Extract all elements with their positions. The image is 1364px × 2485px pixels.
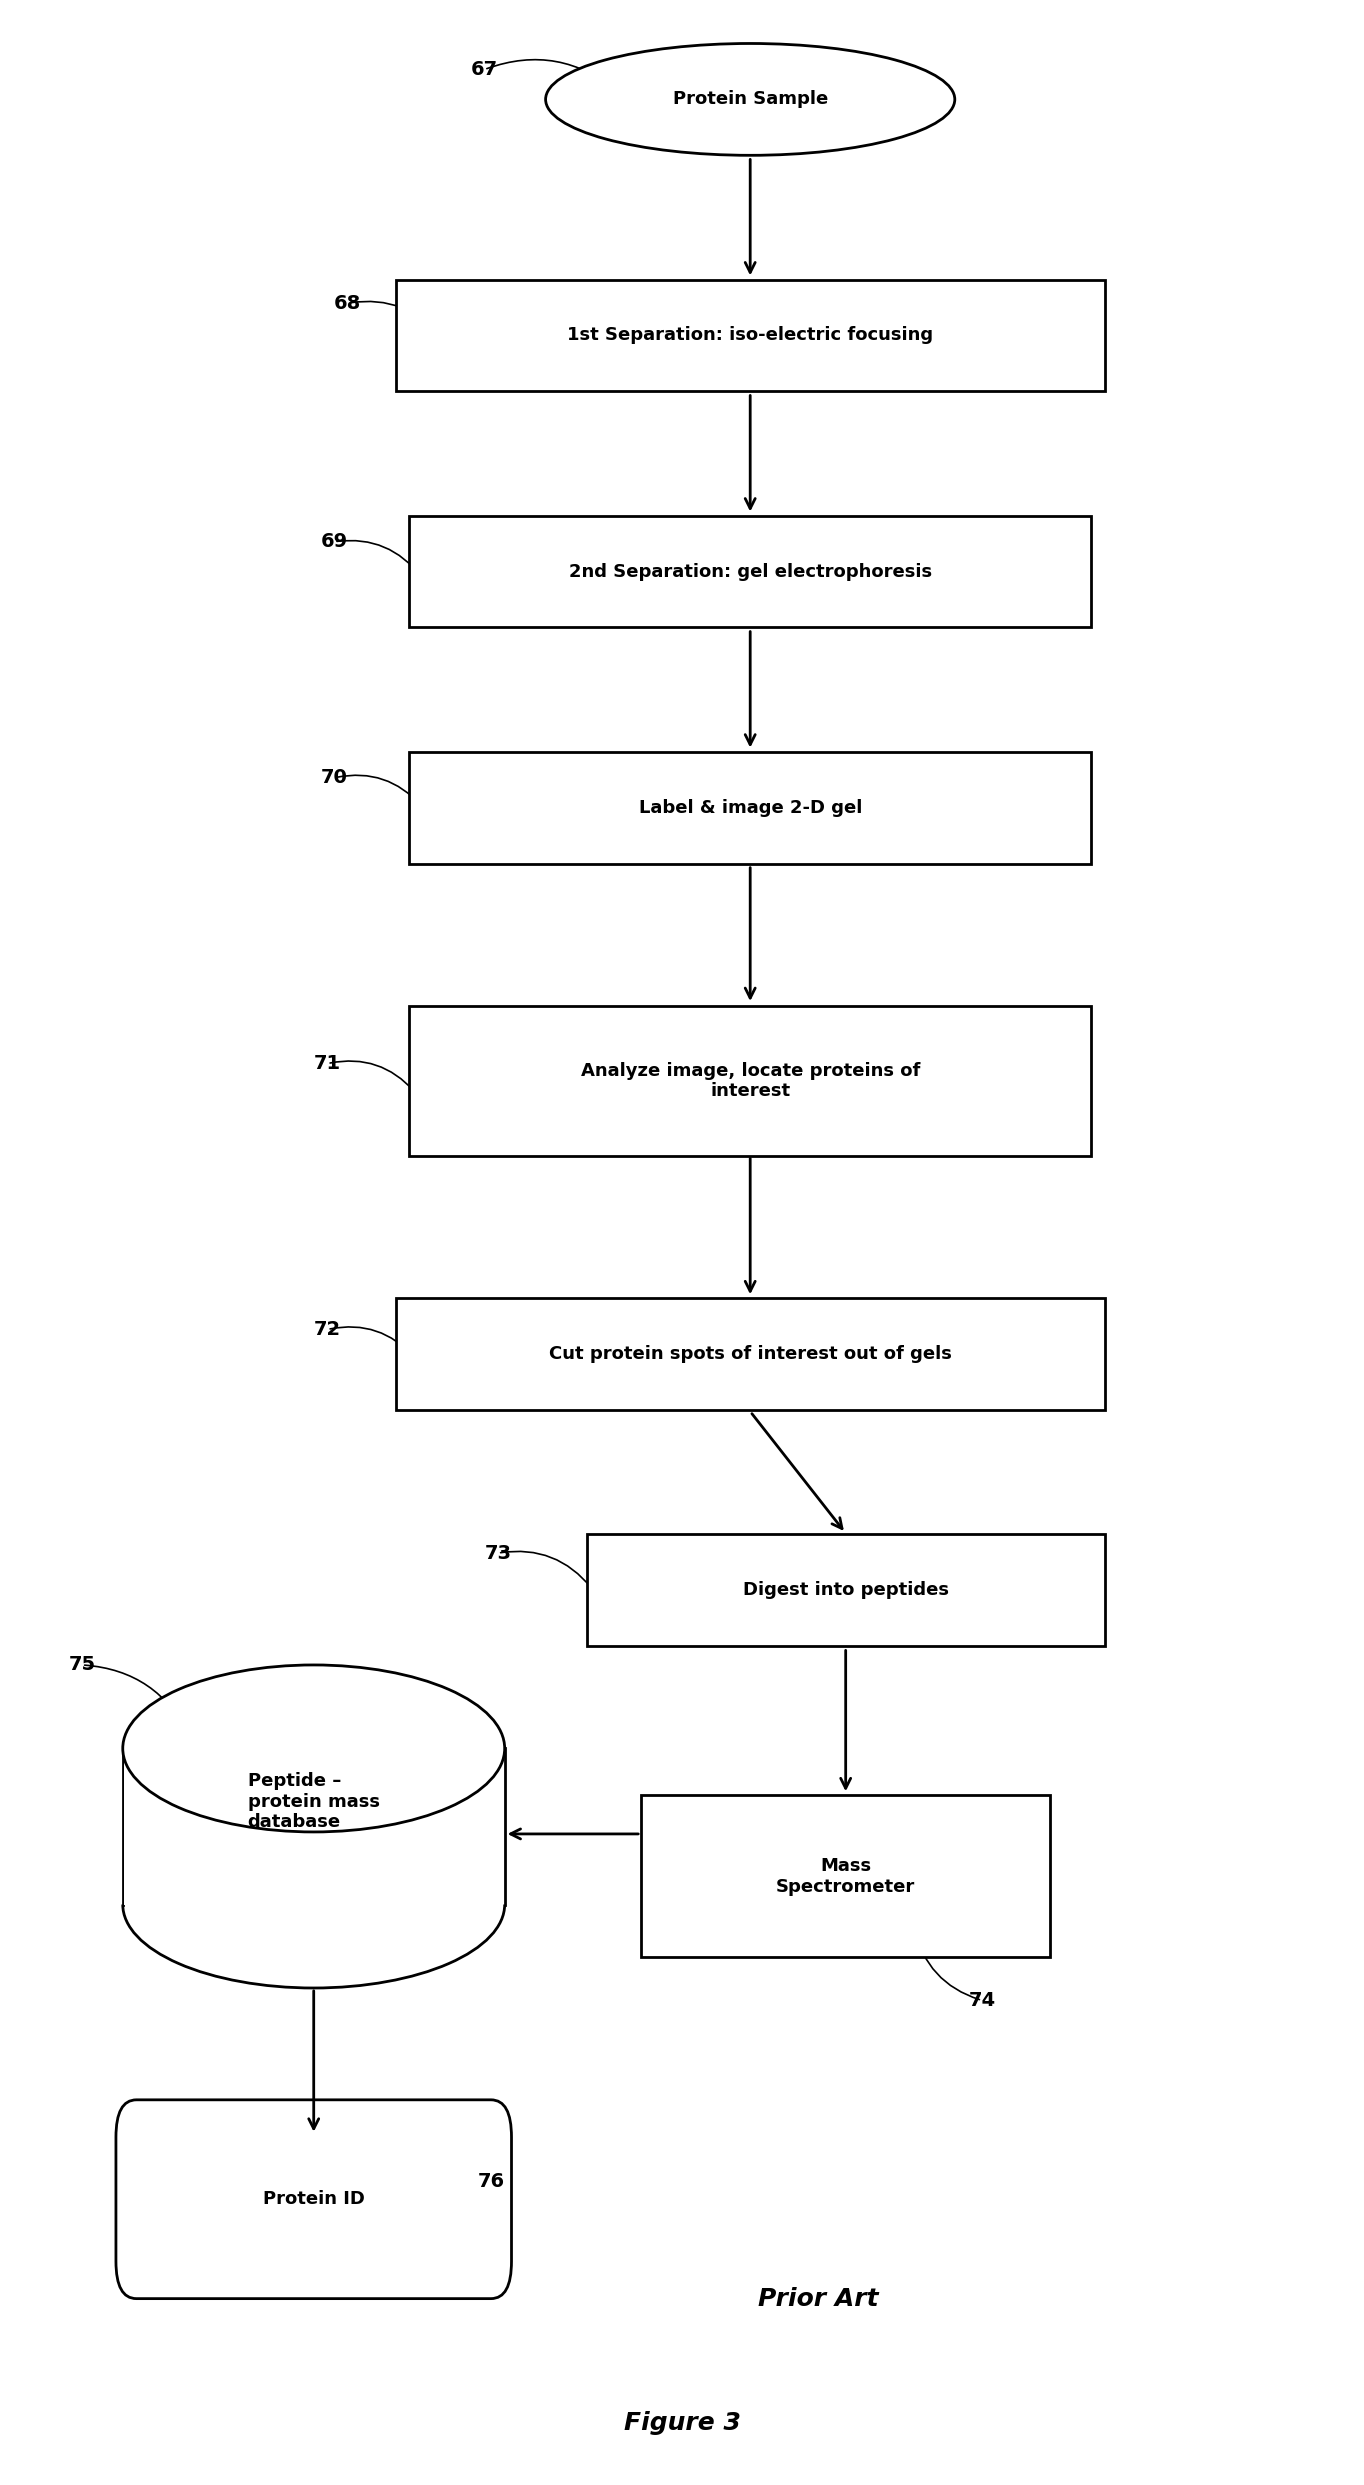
FancyBboxPatch shape xyxy=(124,1749,503,1904)
FancyBboxPatch shape xyxy=(123,1749,505,1904)
Text: 76: 76 xyxy=(477,2172,505,2192)
Text: Prior Art: Prior Art xyxy=(758,2286,878,2311)
FancyBboxPatch shape xyxy=(409,1006,1091,1156)
Text: 72: 72 xyxy=(314,1320,341,1339)
Text: 74: 74 xyxy=(968,1990,996,2010)
FancyBboxPatch shape xyxy=(587,1536,1105,1648)
FancyBboxPatch shape xyxy=(409,750,1091,865)
Text: Protein Sample: Protein Sample xyxy=(672,89,828,109)
Text: 73: 73 xyxy=(484,1543,512,1563)
Text: 70: 70 xyxy=(321,768,348,788)
Text: 2nd Separation: gel electrophoresis: 2nd Separation: gel electrophoresis xyxy=(569,562,932,581)
Ellipse shape xyxy=(123,1665,505,1831)
Text: 75: 75 xyxy=(68,1655,95,1675)
Text: Mass
Spectrometer: Mass Spectrometer xyxy=(776,1856,915,1896)
Text: Figure 3: Figure 3 xyxy=(623,2410,741,2435)
Text: 1st Separation: iso-electric focusing: 1st Separation: iso-electric focusing xyxy=(567,326,933,345)
Text: Label & image 2-D gel: Label & image 2-D gel xyxy=(638,798,862,818)
Text: Cut protein spots of interest out of gels: Cut protein spots of interest out of gel… xyxy=(548,1344,952,1364)
FancyBboxPatch shape xyxy=(396,281,1105,390)
Ellipse shape xyxy=(546,45,955,154)
FancyBboxPatch shape xyxy=(409,514,1091,626)
Text: Analyze image, locate proteins of
interest: Analyze image, locate proteins of intere… xyxy=(581,1061,919,1101)
Text: 71: 71 xyxy=(314,1054,341,1074)
FancyBboxPatch shape xyxy=(116,2100,511,2299)
FancyBboxPatch shape xyxy=(641,1794,1050,1958)
Text: 67: 67 xyxy=(471,60,498,80)
Text: Protein ID: Protein ID xyxy=(263,2189,364,2209)
Text: 68: 68 xyxy=(334,293,361,313)
FancyBboxPatch shape xyxy=(396,1300,1105,1411)
Text: Peptide –
protein mass
database: Peptide – protein mass database xyxy=(248,1772,379,1831)
Text: Digest into peptides: Digest into peptides xyxy=(742,1580,949,1600)
Text: 69: 69 xyxy=(321,532,348,552)
